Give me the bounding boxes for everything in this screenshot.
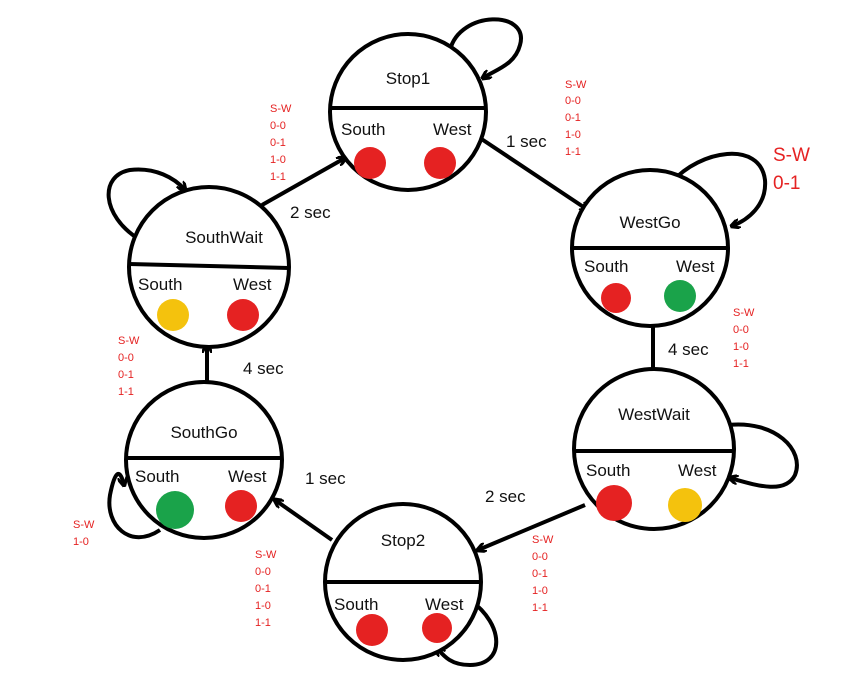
condition-text: 0-1 xyxy=(773,173,800,194)
west-label: West xyxy=(228,467,267,486)
conditions-stop1-self: S-W 0-0 0-1 1-0 1-1 xyxy=(565,79,587,158)
state-name: WestGo xyxy=(619,213,680,232)
west-label: West xyxy=(425,595,464,614)
conditions-stop2-self: S-W 0-0 0-1 1-0 1-1 xyxy=(255,549,277,629)
conditions-southgo-exit: S-W 0-0 0-1 1-1 xyxy=(118,335,140,398)
state-southgo: SouthGo South West xyxy=(124,380,284,540)
condition-text: S-W xyxy=(565,79,587,91)
condition-text: 1-1 xyxy=(270,171,286,183)
south-light-green xyxy=(156,491,194,529)
conditions-westgo-self: S-W 0-1 xyxy=(773,145,810,194)
condition-text: S-W xyxy=(73,519,95,531)
self-loop-stop2 xyxy=(437,598,499,668)
conditions-westgo-exit: S-W 0-0 1-0 1-1 xyxy=(733,307,755,370)
label-westwait-to-stop2: 2 sec xyxy=(485,487,526,506)
condition-text: 0-0 xyxy=(118,352,134,364)
south-light-red xyxy=(601,283,631,313)
condition-text: 1-0 xyxy=(255,600,271,612)
condition-text: S-W xyxy=(773,145,810,166)
label-stop2-to-southgo: 1 sec xyxy=(305,469,346,488)
condition-text: 0-1 xyxy=(565,112,581,124)
state-stop2: Stop2 South West xyxy=(323,502,483,662)
condition-text: S-W xyxy=(118,335,140,347)
west-light-red xyxy=(227,299,259,331)
state-name: Stop2 xyxy=(381,531,425,550)
condition-text: 0-1 xyxy=(118,369,134,381)
condition-text: 0-0 xyxy=(255,566,271,578)
self-loop-westgo xyxy=(670,152,768,226)
self-loop-southwait xyxy=(106,167,185,242)
arrow-southwait-to-stop1 xyxy=(261,158,345,207)
condition-text: 0-0 xyxy=(532,551,548,563)
condition-text: S-W xyxy=(255,549,277,561)
arrow-stop2-to-southgo xyxy=(275,500,334,542)
conditions-southgo-self: S-W 1-0 xyxy=(73,519,95,548)
west-label: West xyxy=(676,257,715,276)
condition-text: S-W xyxy=(532,534,554,546)
state-name: SouthGo xyxy=(170,423,237,442)
state-name: SouthWait xyxy=(185,228,263,247)
self-loop-southgo xyxy=(107,472,162,540)
south-light-red xyxy=(354,147,386,179)
condition-text: 0-1 xyxy=(532,568,548,580)
state-name: WestWait xyxy=(618,405,690,424)
condition-text: 1-1 xyxy=(733,358,749,370)
south-label: South xyxy=(584,257,628,276)
condition-text: 1-0 xyxy=(733,341,749,353)
south-label: South xyxy=(135,467,179,486)
conditions-westwait-self: S-W 0-0 0-1 1-0 1-1 xyxy=(532,534,554,614)
west-light-red xyxy=(424,147,456,179)
condition-text: 0-0 xyxy=(733,324,749,336)
label-southgo-to-southwait: 4 sec xyxy=(243,359,284,378)
west-light-green xyxy=(664,280,696,312)
south-label: South xyxy=(341,120,385,139)
west-light-red xyxy=(422,613,452,643)
condition-text: 0-1 xyxy=(255,583,271,595)
label-stop1-to-westgo: 1 sec xyxy=(506,132,547,151)
state-name: Stop1 xyxy=(386,69,430,88)
condition-text: 1-1 xyxy=(565,146,581,158)
condition-text: S-W xyxy=(270,103,292,115)
condition-text: 1-1 xyxy=(255,617,271,629)
condition-text: S-W xyxy=(733,307,755,319)
conditions-southwait-self: S-W 0-0 0-1 1-0 1-1 xyxy=(270,103,292,183)
label-southwait-to-stop1: 2 sec xyxy=(290,203,331,222)
west-label: West xyxy=(433,120,472,139)
condition-text: 1-0 xyxy=(270,154,286,166)
condition-text: 1-0 xyxy=(565,129,581,141)
arrow-westwait-to-stop2 xyxy=(478,503,586,550)
label-westgo-to-westwait: 4 sec xyxy=(668,340,709,359)
condition-text: 0-1 xyxy=(270,137,286,149)
condition-text: 1-0 xyxy=(73,536,89,548)
state-southwait: SouthWait South West xyxy=(127,185,291,349)
state-westgo: WestGo South West xyxy=(570,168,730,328)
west-light-yellow xyxy=(668,488,702,522)
condition-text: 0-0 xyxy=(270,120,286,132)
south-light-yellow xyxy=(157,299,189,331)
south-label: South xyxy=(586,461,630,480)
condition-text: 1-0 xyxy=(532,585,548,597)
condition-text: 1-1 xyxy=(118,386,134,398)
south-label: South xyxy=(138,275,182,294)
south-light-red xyxy=(596,485,632,521)
state-westwait: WestWait South West xyxy=(572,367,736,531)
west-label: West xyxy=(233,275,272,294)
self-loop-westwait xyxy=(728,422,799,489)
self-loop-stop1 xyxy=(448,17,523,78)
south-light-red xyxy=(356,614,388,646)
west-light-red xyxy=(225,490,257,522)
west-label: West xyxy=(678,461,717,480)
state-stop1: Stop1 South West xyxy=(328,32,488,192)
arrow-stop1-to-westgo xyxy=(478,136,588,210)
south-label: South xyxy=(334,595,378,614)
condition-text: 1-1 xyxy=(532,602,548,614)
condition-text: 0-0 xyxy=(565,95,581,107)
